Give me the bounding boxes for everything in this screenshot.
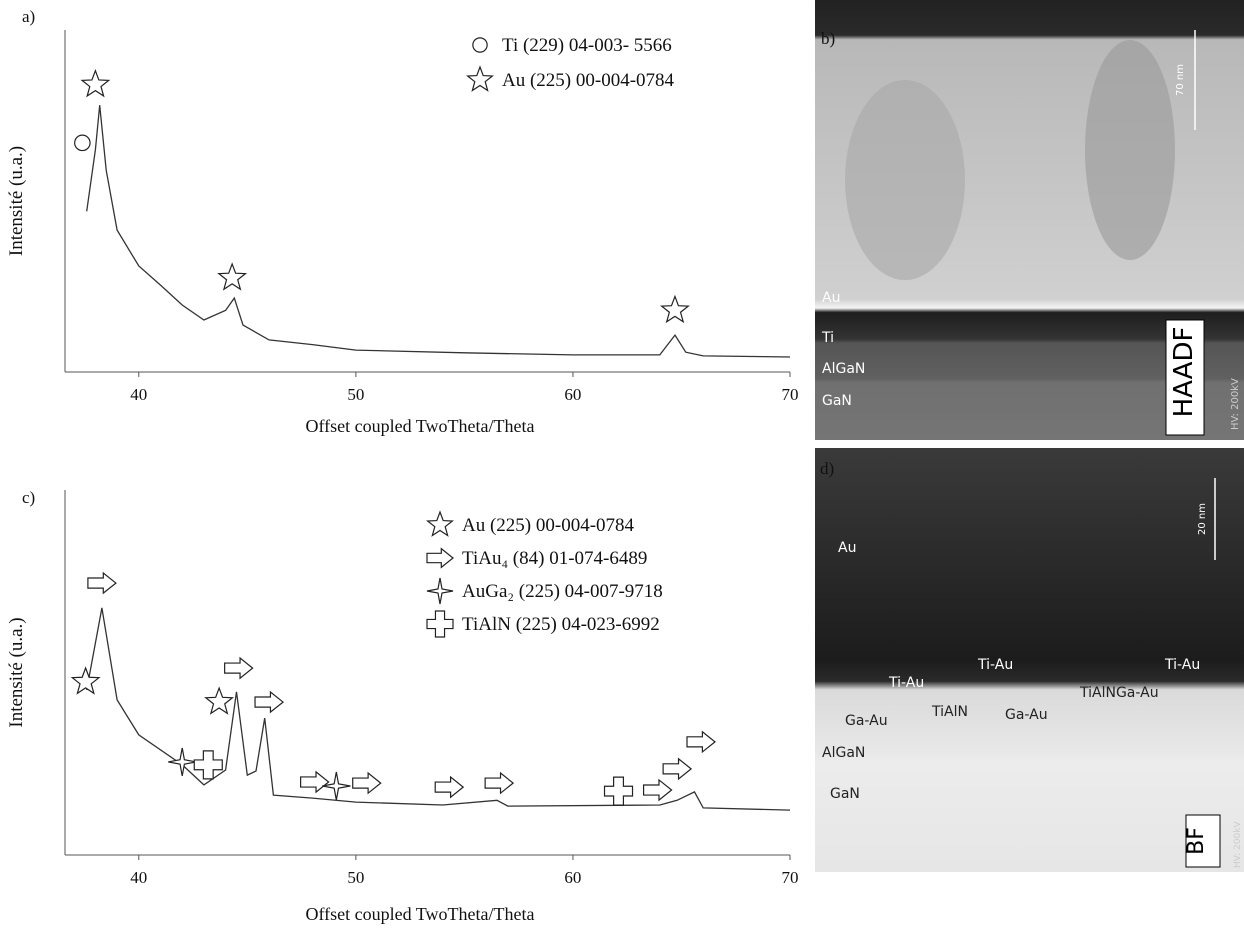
- peak-marker: [254, 690, 285, 714]
- region-label: Ti: [821, 330, 834, 346]
- peak-marker: [80, 69, 111, 98]
- peak-marker: [322, 771, 351, 801]
- peak-marker: [686, 730, 716, 754]
- x-tick-label: 70: [782, 385, 799, 404]
- hv-label: HV: 200kV: [1233, 821, 1243, 868]
- region-label: Ti-Au: [888, 675, 924, 691]
- legend-label: TiAu₄ (84) 01-074-6489: [462, 548, 647, 569]
- peak-marker: [662, 757, 693, 781]
- peak-marker: [642, 778, 673, 802]
- peak-marker: [74, 134, 91, 152]
- region-label: GaN: [822, 393, 852, 409]
- region-label: Ti-Au: [977, 657, 1013, 673]
- peak-marker: [70, 666, 101, 695]
- peak-marker: [217, 262, 248, 291]
- legend-symbol: [426, 510, 454, 537]
- peak-marker: [660, 294, 690, 324]
- mode-box: [1165, 319, 1205, 436]
- x-tick-label: 40: [130, 385, 147, 404]
- mode-box: [1185, 814, 1221, 868]
- region-label: Ga-Au: [845, 713, 888, 729]
- legend-symbol: [426, 547, 454, 569]
- region-label: TiAlNGa-Au: [1079, 685, 1159, 701]
- x-tick-label: 70: [782, 868, 799, 887]
- panel-label: d): [820, 459, 834, 478]
- legend-label: AuGa₂ (225) 04-007-9718: [462, 581, 663, 602]
- peak-marker: [434, 775, 465, 799]
- legend-label: TiAlN (225) 04-023-6992: [462, 614, 660, 635]
- x-axis-title: Offset coupled TwoTheta/Theta: [306, 904, 535, 924]
- mode-label: HAADF: [1169, 327, 1199, 418]
- mode-label: BF: [1184, 827, 1209, 855]
- x-tick-label: 60: [564, 868, 581, 887]
- scale-label: 20 nm: [1197, 503, 1208, 535]
- tem-image: [815, 448, 1244, 872]
- legend-label: Au (225) 00-004-0784: [462, 515, 635, 536]
- region-label: Au: [838, 540, 856, 556]
- legend-symbol: [426, 577, 454, 605]
- x-axis-title: Offset coupled TwoTheta/Theta: [306, 416, 535, 436]
- peak-marker: [352, 771, 382, 795]
- legend-symbol: [466, 65, 494, 92]
- grain: [845, 80, 965, 280]
- x-tick-label: 50: [347, 868, 364, 887]
- region-label: Ti-Au: [1164, 657, 1200, 673]
- peak-marker: [204, 686, 235, 715]
- x-tick-label: 60: [564, 385, 581, 404]
- region-label: AlGaN: [822, 361, 865, 377]
- region-label: GaN: [830, 786, 860, 802]
- y-axis-title: Intensité (u.a.): [6, 146, 27, 256]
- legend-label: Ti (229) 04-003- 5566: [502, 35, 672, 56]
- region-label: AlGaN: [822, 745, 865, 761]
- y-axis-title: Intensité (u.a.): [6, 617, 27, 727]
- grain: [1085, 40, 1175, 260]
- legend-symbol: [472, 37, 488, 53]
- panel-b: [815, 0, 1244, 440]
- panel-label: b): [821, 29, 835, 48]
- x-tick-label: 40: [130, 868, 147, 887]
- legend-label: Au (225) 00-004-0784: [502, 70, 675, 91]
- peak-marker: [484, 771, 515, 795]
- hv-label: HV: 200kV: [1230, 378, 1241, 430]
- xrd-curve: [86, 105, 791, 358]
- xrd-curve: [86, 607, 791, 811]
- peak-marker: [193, 750, 223, 780]
- panel-label: a): [22, 7, 35, 26]
- scale-label: 70 nm: [1175, 64, 1186, 96]
- peak-marker: [168, 747, 197, 777]
- peak-marker: [300, 770, 330, 794]
- peak-marker: [603, 776, 634, 806]
- peak-marker: [87, 571, 117, 595]
- legend-symbol: [426, 610, 454, 638]
- region-label: Ga-Au: [1005, 707, 1048, 723]
- panel-label: c): [22, 488, 35, 507]
- x-tick-label: 50: [347, 385, 364, 404]
- region-label: Au: [822, 290, 840, 306]
- region-label: TiAlN: [931, 704, 968, 720]
- panel-d: [815, 448, 1244, 872]
- peak-marker: [224, 656, 254, 680]
